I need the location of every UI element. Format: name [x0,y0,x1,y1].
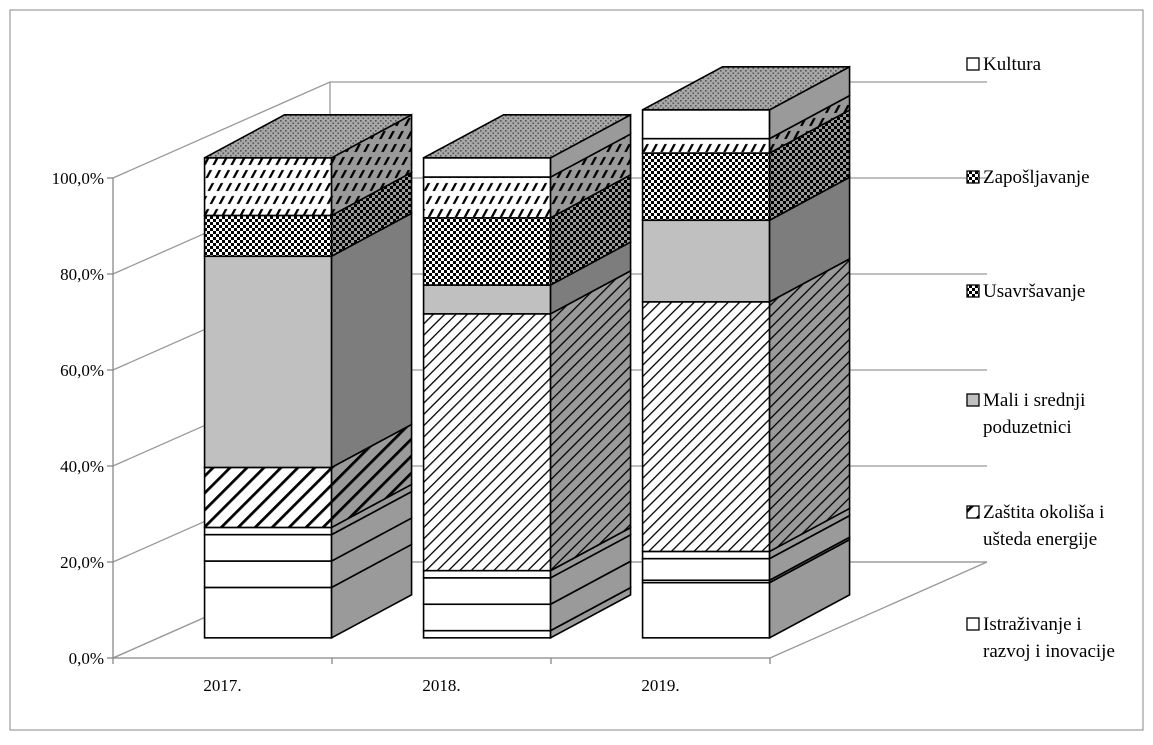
y-tick-label: 100,0% [52,169,104,188]
legend-label-line: Usavršavanje [983,281,1085,302]
bar-stack-2019 [641,65,851,640]
legend-swatch [966,393,980,407]
bar-segment [422,157,552,178]
legend-item: Mali i srednji poduzetnici [966,390,1085,438]
bar-segment [422,629,552,639]
bar-segment [641,557,771,582]
bar-segment-side [330,211,413,469]
legend-label: Usavršavanje [983,281,1085,302]
bar-top [423,114,631,159]
bar-stack-2018 [422,113,632,640]
bar-segment [422,284,552,315]
bar-segment [641,301,771,553]
legend-swatch [966,284,980,298]
bar-segment [641,550,771,560]
bar-segment [203,157,333,217]
legend-swatch [966,617,980,631]
bar-segment [641,219,771,303]
bar-segment [422,176,552,219]
bar-segment [641,152,771,222]
legend-label: Istraživanje i razvoj i inovacije [983,614,1115,662]
bar-segment [203,526,333,536]
bar-segment-side [549,269,632,572]
bar-top [204,114,412,159]
legend-item: Usavršavanje [966,281,1085,302]
legend-label-line: razvoj i inovacije [983,641,1115,662]
bar-segment [641,137,771,154]
chart-border [9,9,1144,731]
legend-label-line: Istraživanje i [983,614,1082,635]
legend-label: Mali i srednji poduzetnici [983,390,1085,438]
bar-segment [203,255,333,469]
bar-segment [641,109,771,140]
legend-label: Kultura [983,54,1042,75]
bar-segment [203,586,333,639]
y-tick-label: 20,0% [60,553,104,572]
y-tick-label: 80,0% [60,265,104,284]
bar-segment [422,313,552,572]
bar-top [642,66,850,111]
legend-label-line: Kultura [983,54,1042,75]
bar-segment [203,533,333,562]
bar-segment [422,569,552,579]
legend-item: Zapošljavanje [966,167,1090,188]
x-tick-label: 2019. [641,676,679,695]
bar-segment [203,560,333,589]
legend-swatch [966,505,980,519]
bar-stack-2017 [203,113,413,640]
floor-right-edge [769,561,988,659]
bar-segment [641,581,771,639]
legend-label: Zaštita okoliša i ušteda energije [983,502,1104,550]
bar-segment [422,577,552,606]
legend-label-line: poduzetnici [983,417,1072,438]
bar-segment [422,603,552,632]
bar-segment-side [768,257,851,553]
legend-label-line: ušteda energije [983,529,1097,550]
legend-label-line: Mali i srednji [983,390,1085,411]
bar-segment [203,466,333,529]
legend-swatch [966,57,980,71]
y-tick-label: 60,0% [60,361,104,380]
legend-label-line: Zaštita okoliša i [983,502,1104,523]
legend-label: Zapošljavanje [983,167,1090,188]
legend-label-line: Zapošljavanje [983,167,1090,188]
x-tick-label: 2017. [203,676,241,695]
x-tick-label: 2018. [422,676,460,695]
legend-item: Istraživanje i razvoj i inovacije [966,614,1115,662]
y-tick-label: 0,0% [69,649,104,668]
legend-item: Kultura [966,54,1042,75]
legend-item: Zaštita okoliša i ušteda energije [966,502,1104,550]
legend-swatch [966,170,980,184]
bar-segment [203,214,333,258]
bar-segment [422,217,552,286]
y-tick-label: 40,0% [60,457,104,476]
